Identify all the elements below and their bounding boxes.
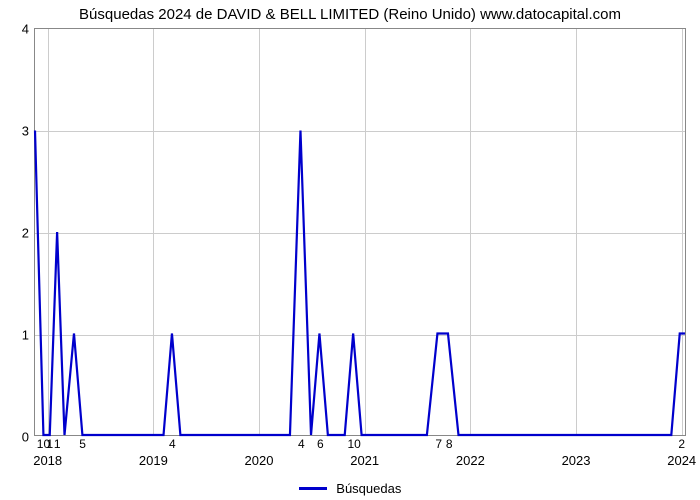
x-tick-label: 2023 — [562, 453, 591, 468]
point-label: 6 — [317, 437, 324, 451]
x-tick-label: 2022 — [456, 453, 485, 468]
point-label: 7 — [435, 437, 442, 451]
point-label: 5 — [79, 437, 86, 451]
y-tick-label: 0 — [22, 430, 29, 445]
y-tick-label: 2 — [22, 226, 29, 241]
point-label: 8 — [446, 437, 453, 451]
point-label: 4 — [298, 437, 305, 451]
x-tick-label: 2020 — [245, 453, 274, 468]
point-label: 1 — [54, 437, 61, 451]
legend: Búsquedas — [0, 480, 700, 496]
point-label: 10 — [347, 437, 360, 451]
series-line — [35, 29, 685, 435]
legend-label: Búsquedas — [336, 481, 401, 496]
point-label: 1 — [46, 437, 53, 451]
x-tick-label: 2024 — [667, 453, 696, 468]
point-label: 2 — [678, 437, 685, 451]
y-tick-label: 1 — [22, 328, 29, 343]
point-label: 4 — [169, 437, 176, 451]
y-tick-label: 4 — [22, 22, 29, 37]
x-tick-label: 2021 — [350, 453, 379, 468]
legend-swatch — [299, 487, 327, 490]
x-tick-label: 2018 — [33, 453, 62, 468]
chart-title: Búsquedas 2024 de DAVID & BELL LIMITED (… — [0, 6, 700, 23]
y-tick-label: 3 — [22, 124, 29, 139]
plot-area: 0123420182019202020212022202320241011544… — [34, 28, 686, 436]
x-tick-label: 2019 — [139, 453, 168, 468]
